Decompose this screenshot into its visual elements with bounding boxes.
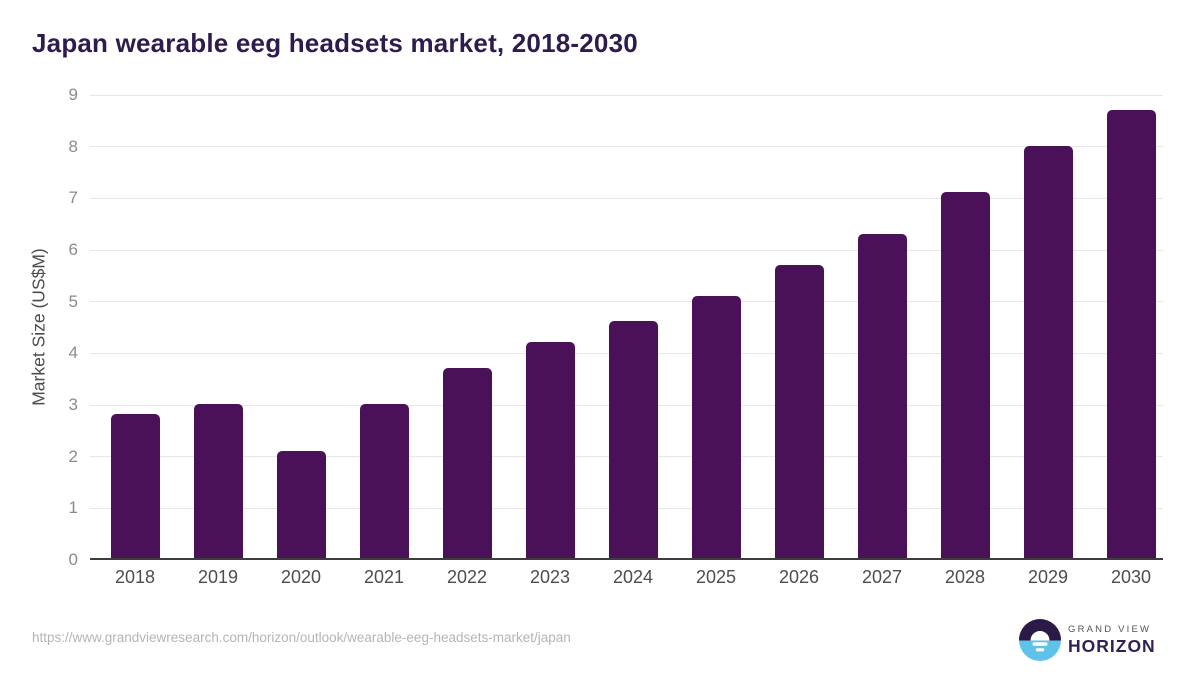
gridline xyxy=(90,301,1163,303)
y-tick-label: 6 xyxy=(68,240,78,259)
x-tick-label: 2023 xyxy=(529,567,571,587)
y-tick-label: 1 xyxy=(68,498,78,518)
x-tick-label: 2019 xyxy=(197,567,239,587)
logo-horizon-text: HORIZON xyxy=(1068,636,1156,656)
plot-area: 0 1 2 3 4 5 6 7 8 9 2018 2019 2020 2021 2022 2023 2024 20… xyxy=(69,85,1163,587)
y-tick-label: 2 xyxy=(68,446,78,466)
y-tick-label: 0 xyxy=(68,550,78,569)
chart-title: Japan wearable eeg headsets market, 2018… xyxy=(32,28,638,58)
bar-2022 xyxy=(442,367,492,559)
bar-2021 xyxy=(359,404,409,559)
x-tick-label: 2018 xyxy=(114,567,156,587)
x-tick-label: 2026 xyxy=(778,567,820,587)
grand-view-horizon-logo: GRAND VIEW HORIZON xyxy=(1019,619,1169,663)
bar-2030 xyxy=(1106,109,1156,559)
gridline xyxy=(90,249,1163,251)
gridline xyxy=(90,197,1163,199)
x-tick-label: 2030 xyxy=(1110,567,1152,587)
logo-wordmark: GRAND VIEW HORIZON xyxy=(1068,624,1156,657)
bar-2018 xyxy=(110,414,160,559)
x-tick-label: 2029 xyxy=(1027,567,1069,587)
bar-2019 xyxy=(193,404,243,559)
x-axis-line xyxy=(90,558,1163,560)
source-url: https://www.grandviewresearch.com/horizo… xyxy=(32,630,571,645)
x-tick-label: 2020 xyxy=(280,567,322,587)
gridline xyxy=(90,94,1163,96)
bar-2029 xyxy=(1023,145,1073,559)
x-tick-label: 2027 xyxy=(861,567,903,587)
gridline xyxy=(90,146,1163,148)
y-tick-label: 3 xyxy=(68,395,78,414)
y-tick-label: 9 xyxy=(68,85,78,104)
horizon-sun-icon xyxy=(1019,619,1061,661)
x-tick-label: 2028 xyxy=(944,567,986,587)
bar-2020 xyxy=(276,450,326,559)
x-tick-label: 2021 xyxy=(363,567,405,587)
bar-2026 xyxy=(774,264,824,559)
y-tick-label: 5 xyxy=(68,291,78,311)
y-tick-label: 4 xyxy=(68,343,78,363)
bar-2028 xyxy=(940,192,990,559)
bar-2024 xyxy=(608,321,658,559)
y-tick-label: 8 xyxy=(68,136,78,156)
bar-2027 xyxy=(857,233,907,559)
bar-2023 xyxy=(525,342,575,559)
x-tick-label: 2022 xyxy=(446,567,488,587)
y-tick-label: 7 xyxy=(68,188,78,208)
x-tick-label: 2024 xyxy=(612,567,654,587)
logo-grand-view-text: GRAND VIEW xyxy=(1068,624,1152,635)
x-tick-label: 2025 xyxy=(695,567,737,587)
bar-2025 xyxy=(691,295,741,559)
y-axis-title: Market Size (US$M) xyxy=(28,248,49,406)
